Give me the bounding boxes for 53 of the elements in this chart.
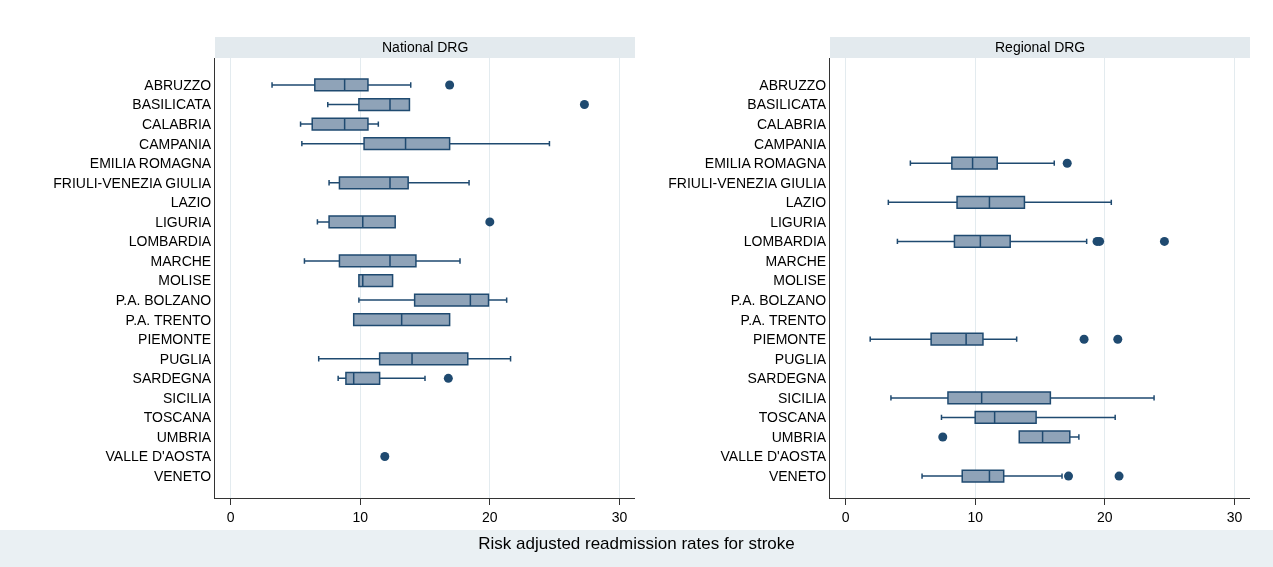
y-tick-label: EMILIA ROMAGNA [704,155,827,172]
y-tick-label: LIGURIA [155,213,212,230]
y-tick-label: PUGLIA [774,350,827,367]
y-tick-label: UMBRIA [771,428,827,445]
y-tick-label: P.A. BOLZANO [730,292,827,308]
y-tick-label: LAZIO [785,194,827,211]
y-tick-label: CALABRIA [141,116,212,132]
chart-title: National DRG [382,39,469,55]
x-tick-label: 10 [352,508,369,525]
y-tick-label: PIEMONTE [138,331,212,348]
y-tick-label: BASILICATA [132,96,212,113]
x-tick-label: 30 [1226,508,1243,525]
y-tick-label: TOSCANA [143,409,212,426]
y-tick-label: P.A. TRENTO [740,311,827,328]
y-tick-label: MARCHE [150,252,212,269]
x-tick-label: 20 [482,508,498,525]
y-tick-label: ABRUZZO [144,76,212,93]
y-tick-label: MOLISE [158,272,212,289]
x-tick-label: 0 [226,508,235,525]
y-tick-label: VENETO [768,468,827,484]
y-tick-label: VALLE D'AOSTA [105,448,212,465]
y-tick-label: SARDEGNA [747,370,827,387]
y-tick-label: P.A. BOLZANO [115,292,212,308]
y-tick-label: BASILICATA [747,96,827,113]
y-tick-label: UMBRIA [156,428,212,445]
y-tick-label: SICILIA [777,389,827,406]
y-tick-label: LOMBARDIA [128,233,212,250]
x-tick-label: 30 [611,508,628,525]
y-tick-label: SARDEGNA [132,370,212,387]
y-tick-label: CAMPANIA [139,135,212,152]
y-tick-label: PIEMONTE [753,331,827,348]
y-tick-label: VALLE D'AOSTA [720,448,827,465]
y-tick-label: ABRUZZO [759,76,827,93]
y-tick-label: CAMPANIA [754,135,827,152]
y-tick-label: P.A. TRENTO [125,311,212,328]
y-tick-label: EMILIA ROMAGNA [89,155,212,172]
y-tick-label: MOLISE [773,272,827,289]
y-tick-label: PUGLIA [159,350,212,367]
x-tick-label: 0 [841,508,850,525]
y-tick-label: LAZIO [170,194,212,211]
y-tick-label: LOMBARDIA [743,233,827,250]
x-tick-label: 20 [1097,508,1113,525]
y-tick-label: VENETO [153,468,212,484]
y-tick-label: FRIULI-VENEZIA GIULIA [668,174,827,191]
x-axis-title: Risk adjusted readmission rates for stroke [477,534,796,554]
x-tick-label: 10 [967,508,984,525]
chart-title: Regional DRG [995,39,1086,55]
y-tick-label: TOSCANA [758,409,827,426]
y-tick-label: MARCHE [765,252,827,269]
y-tick-label: SICILIA [162,389,212,406]
y-tick-label: LIGURIA [770,213,827,230]
y-tick-label: CALABRIA [756,116,827,132]
y-tick-label: FRIULI-VENEZIA GIULIA [53,174,212,191]
